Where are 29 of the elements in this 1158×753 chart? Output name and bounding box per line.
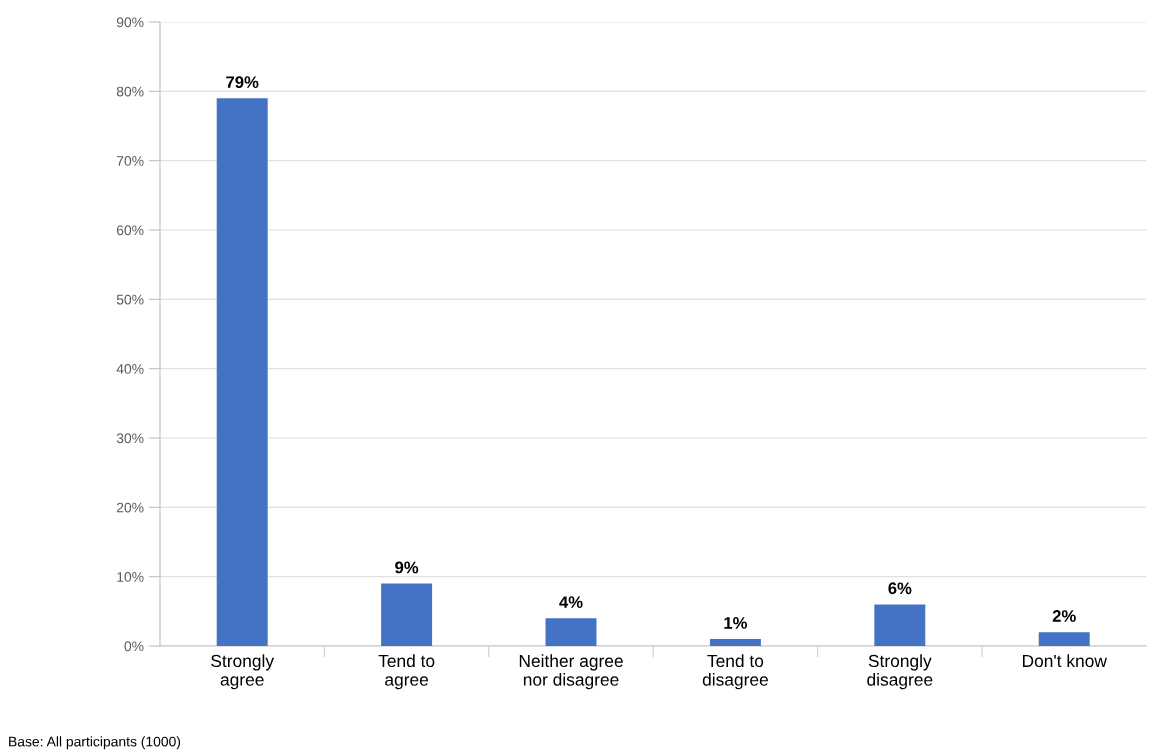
x-tick-label: Don't know xyxy=(1022,654,1107,668)
x-tick-label: Strongly disagree xyxy=(867,654,933,690)
data-label: 4% xyxy=(559,596,583,608)
data-label: 9% xyxy=(395,561,419,574)
bar xyxy=(874,604,926,646)
text: Base: All participants (1000) xyxy=(9,736,181,750)
y-tick-label: 0% xyxy=(124,641,144,652)
bar xyxy=(545,618,597,646)
bar xyxy=(1038,632,1090,646)
bar xyxy=(709,639,761,646)
x-tick-label: Tend to agree xyxy=(378,654,435,690)
x-tick-label: Tend to disagree xyxy=(702,654,768,690)
y-tick-label: 20% xyxy=(116,502,144,513)
y-tick-label: 40% xyxy=(116,364,144,374)
data-label: 79% xyxy=(226,76,259,89)
data-label: 6% xyxy=(888,582,912,595)
y-tick-label: 50% xyxy=(116,294,144,305)
y-tick-label: 10% xyxy=(117,572,144,582)
data-label: 2% xyxy=(1052,610,1076,622)
y-tick-label: 90% xyxy=(116,17,144,28)
y-tick-label: 30% xyxy=(116,433,144,444)
y-tick-label: 60% xyxy=(116,225,144,236)
data-label: 1% xyxy=(724,617,748,629)
y-tick-label: 80% xyxy=(116,86,144,97)
y-tick-label: 70% xyxy=(116,156,144,166)
x-tick-label: Strongly agree xyxy=(211,654,275,690)
bar xyxy=(381,583,433,646)
bar xyxy=(216,98,268,646)
x-tick-label: Neither agree nor disagree xyxy=(519,654,623,690)
